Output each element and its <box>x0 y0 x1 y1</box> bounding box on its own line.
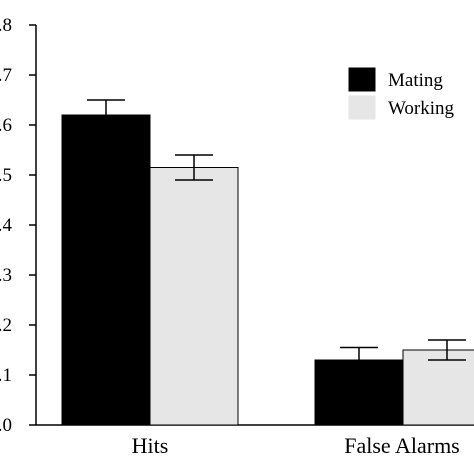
x-axis: Hits False Alarms <box>36 424 474 458</box>
x-tick-label: False Alarms <box>344 433 460 458</box>
y-tick-label: .8 <box>0 15 12 36</box>
bar <box>61 114 151 426</box>
y-tick-label: .4 <box>0 215 13 236</box>
bar <box>402 349 474 426</box>
y-tick-label: .2 <box>0 315 12 336</box>
legend-swatch <box>348 67 376 92</box>
y-tick-label: .5 <box>0 165 12 186</box>
y-tick-label: .0 <box>0 415 12 436</box>
y-tick-label: .3 <box>0 265 12 286</box>
y-tick-label: .7 <box>0 65 12 86</box>
bar <box>149 167 239 426</box>
bar <box>314 359 404 426</box>
legend-swatch <box>348 95 376 120</box>
legend-label: Working <box>388 98 455 119</box>
legend-label: Mating <box>388 70 443 91</box>
bars <box>61 99 474 426</box>
x-tick-label: Hits <box>132 433 169 458</box>
legend: Mating Working <box>348 67 455 120</box>
y-tick-label: .6 <box>0 115 12 136</box>
y-axis: .0 .1 .2 .3 .4 .5 .6 .7 .8 <box>0 15 37 436</box>
y-tick-label: .1 <box>0 365 12 386</box>
